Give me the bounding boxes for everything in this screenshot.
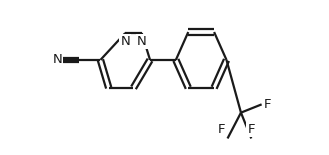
- Text: F: F: [218, 123, 225, 136]
- Text: N: N: [52, 53, 62, 66]
- Text: F: F: [247, 123, 255, 136]
- Text: N: N: [120, 35, 130, 48]
- Text: F: F: [264, 98, 271, 111]
- Text: N: N: [137, 35, 147, 48]
